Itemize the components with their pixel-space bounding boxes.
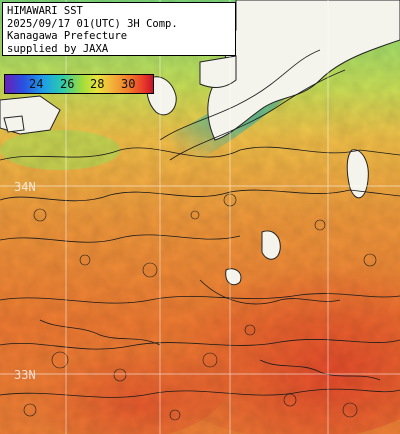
temperature-colorbar: 24 26 28 30 <box>4 74 154 94</box>
latitude-label: 33N <box>14 368 36 382</box>
colorbar-tick: 28 <box>90 77 105 91</box>
colorbar-tick: 30 <box>121 77 136 91</box>
latitude-label: 34N <box>14 180 36 194</box>
header-line-3: Kanagawa Prefecture <box>7 30 128 42</box>
header-line-4: supplied by JAXA <box>7 42 109 55</box>
colorbar-tick: 24 <box>29 77 44 91</box>
island <box>3 115 25 133</box>
island <box>225 268 242 286</box>
land-bay-shore <box>146 76 177 116</box>
sst-contour-blobs <box>23 193 377 421</box>
header-line-2: 2025/09/17 01(UTC) 3H Comp. <box>7 17 178 30</box>
map-header: HIMAWARI SST 2025/09/17 01(UTC) 3H Comp. K… <box>2 2 236 56</box>
header-line-1: HIMAWARI SST <box>7 5 83 17</box>
island <box>261 230 281 260</box>
land-peninsula <box>199 55 237 88</box>
sst-contours <box>0 49 400 398</box>
colorbar-tick: 26 <box>60 77 75 91</box>
